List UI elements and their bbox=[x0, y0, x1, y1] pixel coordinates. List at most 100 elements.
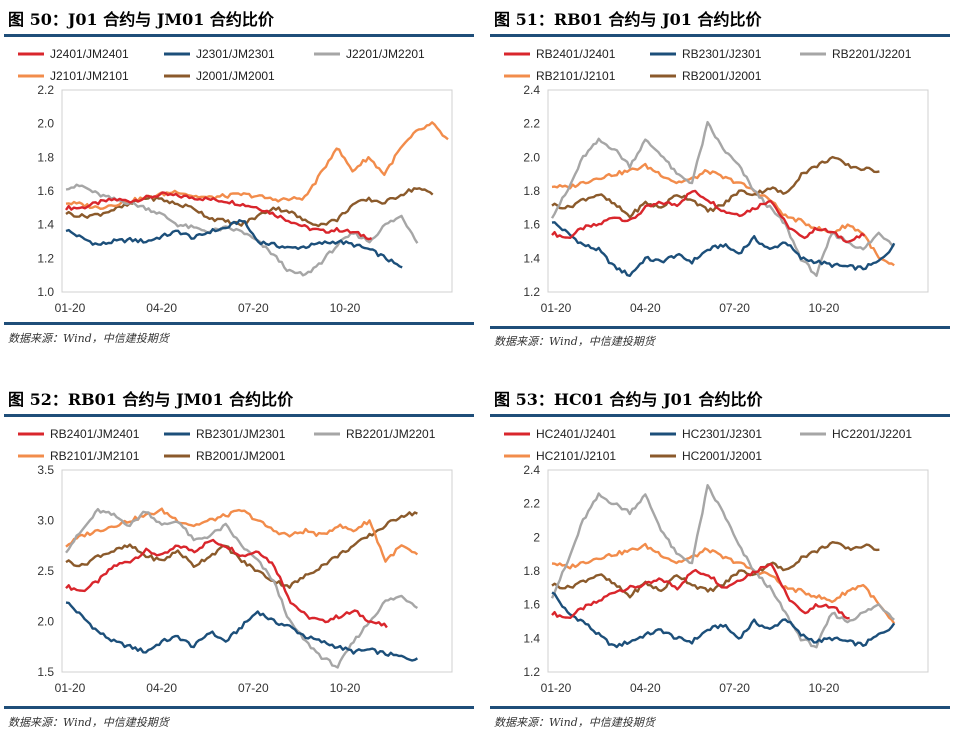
legend-item: RB2001/J2001 bbox=[650, 69, 762, 83]
chart-title: 图 51：RB01 合约与 J01 合约比价 bbox=[494, 10, 762, 29]
y-tick-label: 1.6 bbox=[523, 218, 540, 232]
legend-item: J2101/JM2101 bbox=[18, 69, 129, 83]
legend-label: RB2001/JM2001 bbox=[196, 449, 286, 463]
plot-area bbox=[61, 469, 453, 673]
chart-panel-52: 图 52：RB01 合约与 JM01 合约比价 RB2401/JM2401 RB2… bbox=[4, 380, 474, 740]
legend-item: RB2001/JM2001 bbox=[164, 449, 286, 463]
source-note: 数据来源：Wind，中信建投期货 bbox=[494, 335, 655, 348]
legend-label: RB2101/J2101 bbox=[536, 69, 616, 83]
y-tick-label: 1.2 bbox=[523, 665, 540, 679]
y-tick-label: 2.2 bbox=[523, 497, 540, 511]
chart-title: 图 50：J01 合约与 JM01 合约比价 bbox=[8, 10, 274, 29]
series-line bbox=[65, 511, 418, 589]
y-tick-label: 2.0 bbox=[37, 117, 54, 131]
y-tick-label: 1.4 bbox=[523, 631, 540, 645]
legend-item: RB2401/JM2401 bbox=[18, 427, 140, 441]
legend-label: J2301/JM2301 bbox=[196, 47, 275, 61]
x-tick-label: 07-20 bbox=[719, 681, 750, 695]
y-tick-label: 2 bbox=[533, 530, 540, 544]
y-tick-label: 1.8 bbox=[37, 150, 54, 164]
plot-area bbox=[547, 469, 929, 673]
legend-label: HC2401/J2401 bbox=[536, 427, 616, 441]
x-tick-label: 07-20 bbox=[719, 301, 750, 315]
y-tick-label: 1.4 bbox=[523, 251, 540, 265]
x-tick-label: 04-20 bbox=[146, 681, 177, 695]
y-tick-label: 2.0 bbox=[523, 150, 540, 164]
legend-label: J2101/JM2101 bbox=[50, 69, 129, 83]
x-tick-label: 04-20 bbox=[630, 301, 661, 315]
y-tick-label: 1.2 bbox=[523, 285, 540, 299]
x-tick-label: 01-20 bbox=[55, 681, 86, 695]
series-line bbox=[551, 162, 895, 267]
legend-label: RB2201/JM2201 bbox=[346, 427, 436, 441]
legend-item: RB2301/J2301 bbox=[650, 47, 762, 61]
x-tick-label: 01-20 bbox=[541, 301, 572, 315]
y-tick-label: 1.8 bbox=[523, 564, 540, 578]
x-tick-label: 07-20 bbox=[238, 681, 269, 695]
y-tick-label: 3.0 bbox=[37, 514, 54, 528]
series-line bbox=[551, 562, 850, 620]
legend-label: RB2401/JM2401 bbox=[50, 427, 140, 441]
bottom-rule bbox=[490, 706, 950, 709]
y-tick-label: 1.2 bbox=[37, 251, 54, 265]
series-line bbox=[551, 540, 880, 599]
x-tick-label: 10-20 bbox=[330, 301, 361, 315]
legend-item: RB2101/JM2101 bbox=[18, 449, 140, 463]
y-tick-label: 1.6 bbox=[37, 184, 54, 198]
legend-label: RB2101/JM2101 bbox=[50, 449, 140, 463]
legend-item: RB2201/JM2201 bbox=[314, 427, 436, 441]
legend-item: J2001/JM2001 bbox=[164, 69, 275, 83]
bottom-rule bbox=[4, 322, 474, 325]
legend-item: J2401/JM2401 bbox=[18, 47, 129, 61]
y-tick-label: 1.8 bbox=[523, 184, 540, 198]
series-line bbox=[551, 591, 896, 649]
y-tick-label: 2.4 bbox=[523, 83, 540, 97]
series-line bbox=[65, 601, 418, 662]
series-line bbox=[65, 507, 419, 563]
y-tick-label: 2.4 bbox=[523, 463, 540, 477]
legend-label: HC2201/J2201 bbox=[832, 427, 912, 441]
y-tick-label: 1.4 bbox=[37, 218, 54, 232]
y-tick-label: 2.2 bbox=[37, 83, 54, 97]
y-tick-label: 1.0 bbox=[37, 285, 54, 299]
legend-label: HC2001/J2001 bbox=[682, 449, 762, 463]
plot-area bbox=[547, 89, 929, 293]
series-line bbox=[65, 538, 388, 629]
legend-item: HC2201/J2201 bbox=[800, 427, 912, 441]
legend-item: RB2401/J2401 bbox=[504, 47, 616, 61]
legend-item: J2301/JM2301 bbox=[164, 47, 275, 61]
y-tick-label: 1.6 bbox=[523, 598, 540, 612]
legend-label: RB2401/J2401 bbox=[536, 47, 616, 61]
x-tick-label: 10-20 bbox=[809, 301, 840, 315]
chart-title: 图 53：HC01 合约与 J01 合约比价 bbox=[494, 390, 763, 409]
legend-label: RB2301/J2301 bbox=[682, 47, 762, 61]
legend-label: J2401/JM2401 bbox=[50, 47, 129, 61]
y-tick-label: 2.2 bbox=[523, 117, 540, 131]
legend-label: RB2001/J2001 bbox=[682, 69, 762, 83]
title-rule bbox=[490, 34, 950, 37]
legend-label: J2201/JM2201 bbox=[346, 47, 425, 61]
x-tick-label: 10-20 bbox=[330, 681, 361, 695]
legend-item: HC2001/J2001 bbox=[650, 449, 762, 463]
legend-item: HC2301/J2301 bbox=[650, 427, 762, 441]
y-tick-label: 2.5 bbox=[37, 564, 54, 578]
series-line bbox=[65, 218, 403, 269]
x-tick-label: 01-20 bbox=[541, 681, 572, 695]
title-rule bbox=[4, 414, 474, 417]
legend-item: RB2101/J2101 bbox=[504, 69, 616, 83]
legend-label: J2001/JM2001 bbox=[196, 69, 275, 83]
chart-svg: J2401/JM2401 J2301/JM2301 J2201/JM2201 J210… bbox=[18, 47, 453, 315]
bottom-rule bbox=[490, 326, 950, 329]
source-note: 数据来源：Wind，中信建投期货 bbox=[8, 332, 169, 345]
legend-item: HC2101/J2101 bbox=[504, 449, 616, 463]
title-rule bbox=[4, 34, 474, 37]
legend-item: HC2401/J2401 bbox=[504, 427, 616, 441]
chart-panel-51: 图 51：RB01 合约与 J01 合约比价 RB2401/J2401 RB230… bbox=[490, 0, 956, 360]
series-line bbox=[65, 191, 373, 241]
legend-label: HC2101/J2101 bbox=[536, 449, 616, 463]
series-line bbox=[65, 507, 419, 669]
series-line bbox=[551, 189, 866, 244]
source-note: 数据来源：Wind，中信建投期货 bbox=[8, 716, 169, 729]
series-line bbox=[65, 121, 449, 211]
plot-area bbox=[61, 89, 453, 293]
